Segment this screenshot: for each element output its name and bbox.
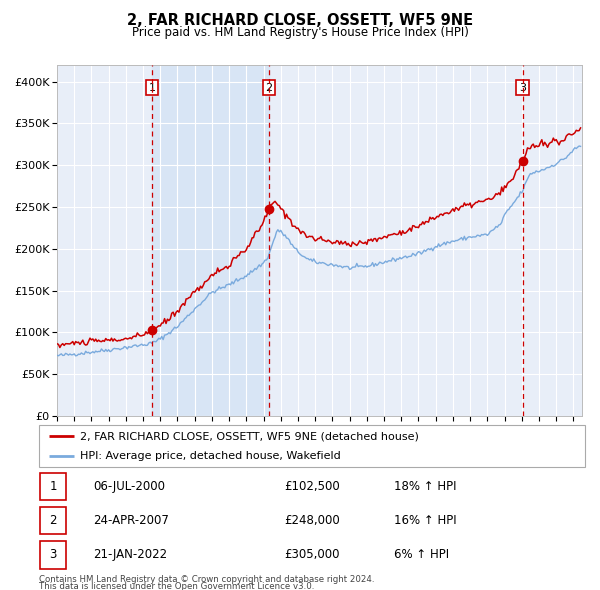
Text: 3: 3 bbox=[519, 83, 526, 93]
Text: 1: 1 bbox=[149, 83, 155, 93]
Text: This data is licensed under the Open Government Licence v3.0.: This data is licensed under the Open Gov… bbox=[39, 582, 314, 590]
Text: 24-APR-2007: 24-APR-2007 bbox=[94, 514, 169, 527]
Text: 2, FAR RICHARD CLOSE, OSSETT, WF5 9NE (detached house): 2, FAR RICHARD CLOSE, OSSETT, WF5 9NE (d… bbox=[80, 431, 419, 441]
FancyBboxPatch shape bbox=[40, 507, 66, 535]
Text: 1: 1 bbox=[49, 480, 57, 493]
Text: £248,000: £248,000 bbox=[285, 514, 340, 527]
Text: 2: 2 bbox=[49, 514, 57, 527]
FancyBboxPatch shape bbox=[40, 541, 66, 569]
Text: 06-JUL-2000: 06-JUL-2000 bbox=[94, 480, 166, 493]
Text: 21-JAN-2022: 21-JAN-2022 bbox=[94, 548, 168, 562]
Text: £305,000: £305,000 bbox=[285, 548, 340, 562]
Text: Price paid vs. HM Land Registry's House Price Index (HPI): Price paid vs. HM Land Registry's House … bbox=[131, 26, 469, 39]
FancyBboxPatch shape bbox=[40, 473, 66, 500]
Text: Contains HM Land Registry data © Crown copyright and database right 2024.: Contains HM Land Registry data © Crown c… bbox=[39, 575, 374, 584]
Text: 6% ↑ HPI: 6% ↑ HPI bbox=[394, 548, 449, 562]
Text: HPI: Average price, detached house, Wakefield: HPI: Average price, detached house, Wake… bbox=[80, 451, 341, 461]
FancyBboxPatch shape bbox=[39, 425, 585, 467]
Bar bbox=[152, 65, 269, 416]
Text: 3: 3 bbox=[50, 548, 57, 562]
Text: 18% ↑ HPI: 18% ↑ HPI bbox=[394, 480, 457, 493]
Text: 16% ↑ HPI: 16% ↑ HPI bbox=[394, 514, 457, 527]
Text: 2, FAR RICHARD CLOSE, OSSETT, WF5 9NE: 2, FAR RICHARD CLOSE, OSSETT, WF5 9NE bbox=[127, 13, 473, 28]
Text: £102,500: £102,500 bbox=[285, 480, 340, 493]
Text: 2: 2 bbox=[265, 83, 272, 93]
